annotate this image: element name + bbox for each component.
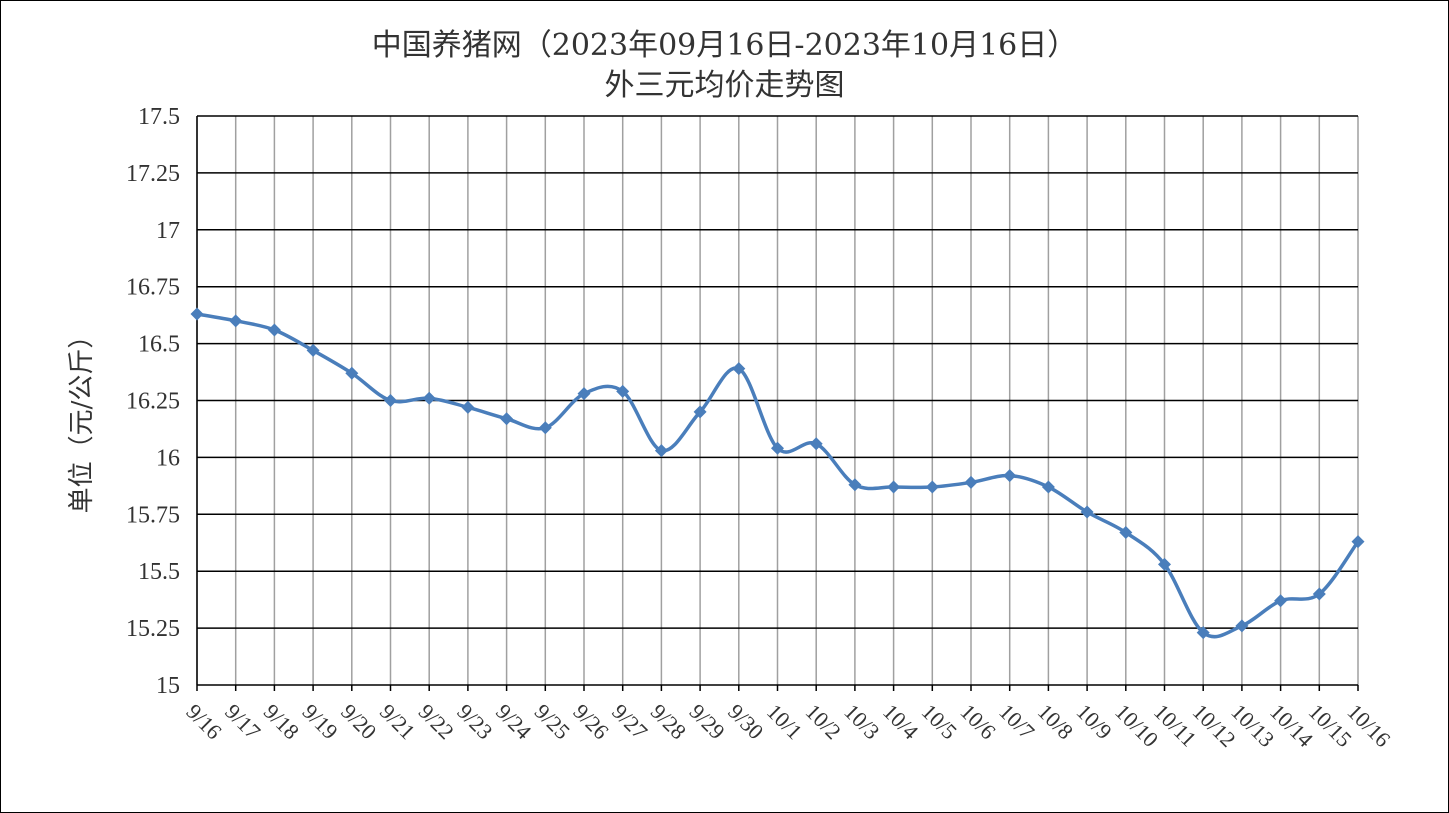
data-point (732, 362, 746, 376)
y-tick-label: 16.25 (126, 389, 180, 415)
y-tick-label: 17 (156, 218, 180, 244)
x-tick-label: 10/14 (1265, 699, 1318, 752)
data-point (384, 394, 397, 407)
x-tick-label: 10/5 (917, 699, 962, 744)
data-point (1196, 626, 1210, 640)
data-point (616, 384, 630, 398)
x-tick-label: 9/28 (646, 699, 691, 744)
x-tick-label: 10/8 (1033, 699, 1078, 744)
y-tick-label: 15.75 (126, 502, 180, 528)
data-point (1119, 526, 1133, 540)
x-tick-label: 10/12 (1188, 699, 1241, 752)
data-point (1041, 480, 1055, 494)
x-tick-label: 10/13 (1226, 699, 1279, 752)
data-point (577, 387, 591, 401)
x-tick-label: 10/6 (955, 699, 1000, 744)
data-point (848, 478, 862, 492)
x-tick-label: 9/18 (259, 699, 304, 744)
x-tick-label: 9/25 (530, 699, 575, 744)
x-tick-label: 9/26 (568, 699, 613, 744)
y-tick-label: 15 (156, 673, 180, 699)
data-point (964, 475, 978, 489)
chart-subtitle: 外三元均价走势图 (604, 68, 845, 103)
data-point (306, 343, 320, 357)
data-point (229, 314, 243, 328)
x-tick-label: 9/16 (181, 699, 226, 744)
x-tick-label: 10/1 (762, 699, 807, 744)
data-point (538, 421, 552, 435)
x-tick-label: 10/7 (994, 699, 1039, 744)
x-tick-label: 10/3 (839, 699, 884, 744)
x-tick-label: 10/11 (1149, 699, 1202, 752)
data-point (461, 400, 475, 414)
x-tick-label: 9/17 (220, 699, 265, 744)
data-point (654, 444, 668, 458)
x-tick-label: 9/19 (298, 699, 343, 744)
x-tick-label: 9/29 (685, 699, 730, 744)
data-point (1003, 469, 1017, 483)
data-point (1274, 594, 1288, 608)
data-point (1312, 587, 1326, 601)
y-tick-label: 17.5 (138, 104, 180, 130)
data-point (1158, 557, 1171, 571)
x-tick-label: 10/4 (878, 699, 923, 744)
x-tick-label: 9/30 (723, 699, 768, 744)
y-tick-label: 15.5 (138, 559, 180, 585)
data-point (809, 437, 823, 451)
y-axis-label: 单位（元/公斤） (67, 323, 97, 514)
data-point (1080, 505, 1094, 519)
x-tick-label: 9/22 (414, 699, 459, 744)
x-tick-label: 9/24 (491, 699, 536, 744)
y-tick-label: 15.25 (126, 616, 180, 642)
data-point (1235, 619, 1249, 633)
data-point (887, 480, 901, 494)
data-point (345, 366, 359, 380)
x-tick-label: 9/21 (375, 699, 420, 744)
data-point (190, 307, 204, 321)
y-tick-label: 16.5 (138, 332, 180, 358)
x-tick-label: 10/10 (1110, 699, 1163, 752)
y-tick-label: 16 (156, 445, 180, 471)
x-tick-label: 10/15 (1304, 699, 1357, 752)
x-tick-label: 9/23 (452, 699, 497, 744)
data-point (1351, 535, 1365, 549)
data-point (267, 323, 281, 337)
x-tick-label: 10/9 (1072, 699, 1117, 744)
y-tick-label: 16.75 (126, 275, 180, 301)
data-point (925, 480, 939, 494)
data-point (771, 441, 784, 455)
y-tick-label: 17.25 (126, 161, 180, 187)
data-point (500, 412, 514, 426)
x-tick-label: 9/27 (607, 699, 652, 744)
data-point (693, 405, 707, 419)
x-tick-label: 9/20 (336, 699, 381, 744)
x-tick-label: 10/16 (1342, 699, 1395, 752)
chart-title: 中国养猪网（2023年09月16日-2023年10月16日） (371, 28, 1078, 63)
x-tick-label: 10/2 (801, 699, 846, 744)
data-point (422, 391, 436, 405)
